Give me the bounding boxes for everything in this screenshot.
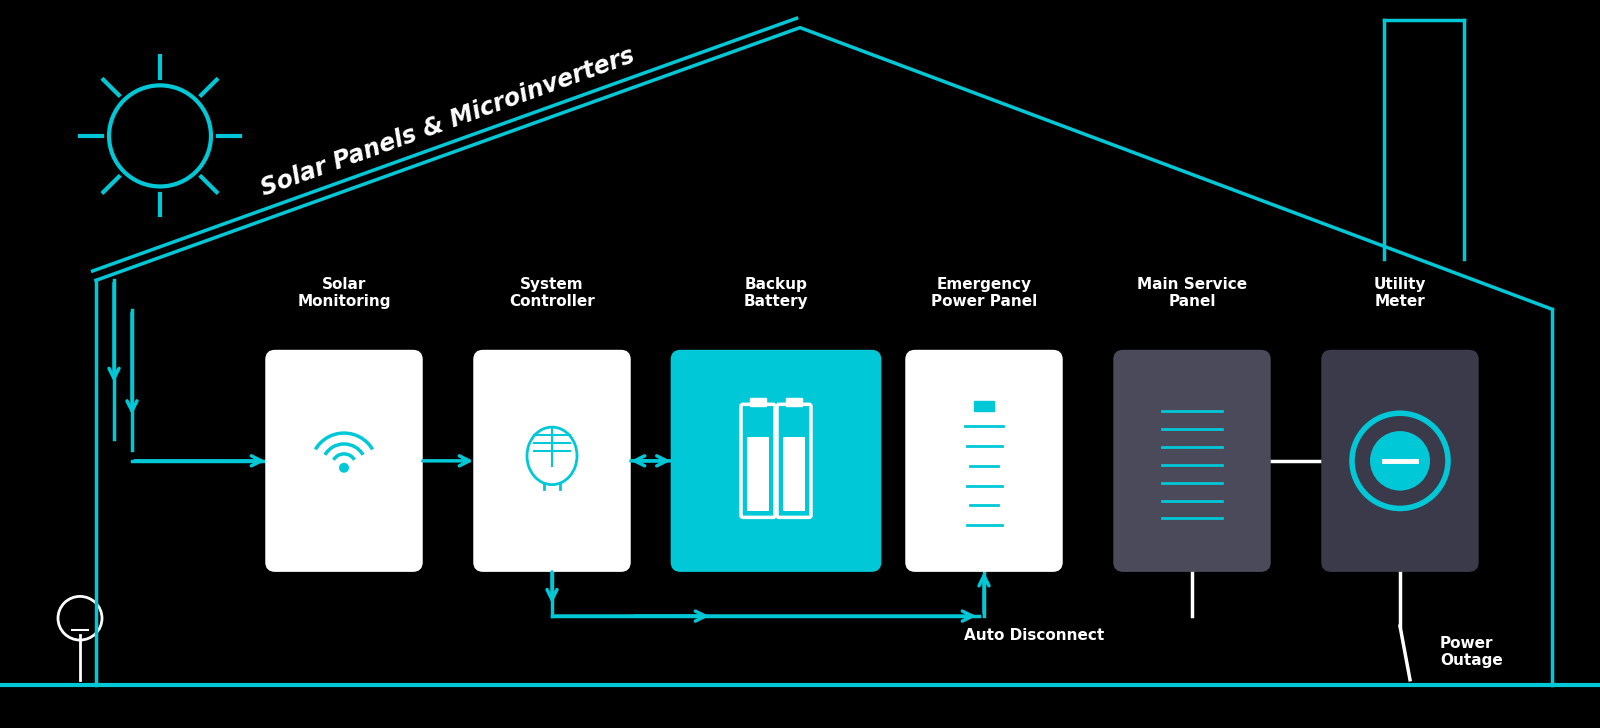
FancyBboxPatch shape (475, 352, 629, 570)
Circle shape (339, 463, 349, 472)
Bar (782, 437, 805, 512)
FancyBboxPatch shape (672, 352, 880, 570)
Text: Emergency
Power Panel: Emergency Power Panel (931, 277, 1037, 309)
Text: Solar Panels & Microinverters: Solar Panels & Microinverters (258, 44, 638, 201)
Bar (786, 398, 802, 406)
Text: Power
Outage: Power Outage (1440, 636, 1502, 668)
Text: Utility
Meter: Utility Meter (1374, 277, 1426, 309)
Text: Backup
Battery: Backup Battery (744, 277, 808, 309)
FancyBboxPatch shape (907, 352, 1061, 570)
Circle shape (1370, 431, 1430, 491)
FancyBboxPatch shape (1115, 352, 1269, 570)
Bar (747, 437, 770, 512)
Bar (750, 398, 766, 406)
FancyBboxPatch shape (267, 352, 421, 570)
Bar (974, 401, 994, 411)
Text: Solar
Monitoring: Solar Monitoring (298, 277, 390, 309)
Text: System
Controller: System Controller (509, 277, 595, 309)
Text: Auto Disconnect: Auto Disconnect (963, 628, 1104, 643)
Text: Main Service
Panel: Main Service Panel (1138, 277, 1246, 309)
FancyBboxPatch shape (1323, 352, 1477, 570)
